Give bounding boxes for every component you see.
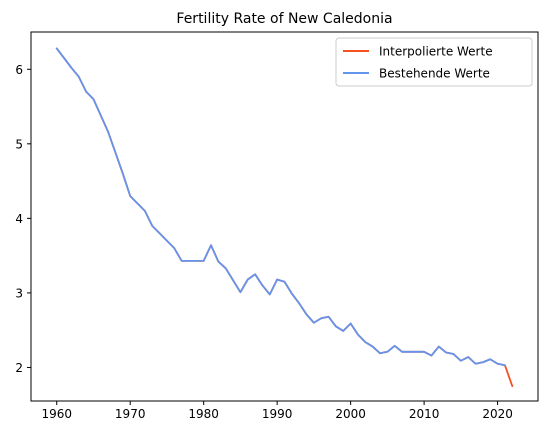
x-tick-label: 2010 (409, 407, 440, 421)
x-tick-label: 1970 (115, 407, 146, 421)
y-tick-label: 2 (15, 361, 23, 375)
legend-label-0: Interpolierte Werte (379, 45, 493, 59)
legend: Interpolierte Werte Bestehende Werte (335, 37, 533, 87)
y-tick-label: 3 (15, 286, 23, 300)
x-tick-label: 1990 (262, 407, 293, 421)
y-tick-label: 4 (15, 212, 23, 226)
legend-label-1: Bestehende Werte (379, 67, 490, 81)
y-tick-label: 6 (15, 63, 23, 77)
y-tick-label: 5 (15, 137, 23, 151)
x-tick-label: 2000 (335, 407, 366, 421)
x-tick-label: 1960 (41, 407, 72, 421)
x-tick-label: 1980 (188, 407, 219, 421)
y-axis: 2 3 4 5 6 (15, 63, 31, 375)
axes-frame (30, 31, 539, 402)
series-line-1 (55, 47, 506, 367)
plot-lines (55, 47, 514, 387)
x-tick-label: 2020 (482, 407, 513, 421)
x-axis: 19601970198019902000201020202030 (41, 401, 513, 421)
series-line-0 (55, 47, 514, 387)
chart-title: Fertility Rate of New Caledonia (176, 11, 392, 27)
legend-box (335, 37, 533, 87)
